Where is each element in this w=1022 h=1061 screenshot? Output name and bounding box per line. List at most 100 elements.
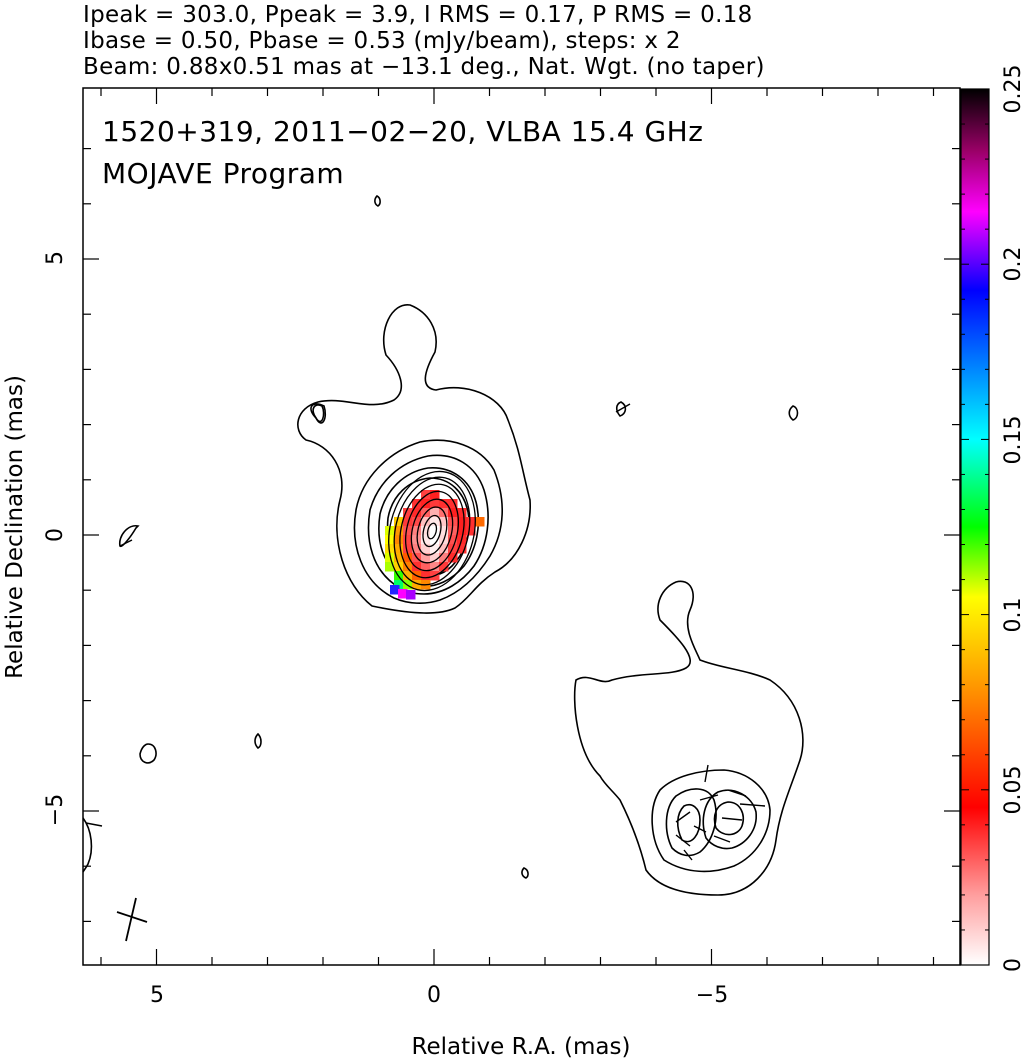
contour-line [139, 743, 157, 764]
polarization-pixel [403, 526, 413, 536]
evpa-vector [693, 825, 707, 833]
polarization-pixel [448, 535, 458, 545]
x-tick-label: −5 [696, 983, 728, 1008]
contour-line [374, 195, 381, 207]
evpa-vector [683, 849, 693, 861]
polarization-pixel [439, 562, 449, 572]
polarization-pixel [412, 580, 422, 590]
contour-line [521, 867, 529, 879]
polarization-pixel [457, 526, 467, 536]
y-tick-label: −5 [43, 794, 68, 826]
contour-line [788, 405, 799, 421]
core-contour-line [399, 483, 465, 579]
core-contour-line [426, 522, 438, 540]
polarization-pixel [403, 571, 413, 581]
polarization-pixel [430, 508, 440, 518]
y-axis-label: Relative Declination (mas) [2, 375, 28, 679]
polarization-pixel [403, 508, 413, 518]
contour-line [573, 580, 804, 896]
polarization-pixel [430, 499, 440, 509]
evpa-vector [713, 835, 731, 843]
polarization-pixel [430, 562, 440, 572]
polarization-pixel [385, 544, 395, 554]
polarization-pixel [403, 544, 413, 554]
evpa-vector [675, 811, 691, 823]
polarization-pixel [421, 553, 431, 563]
polarization-pixel [466, 517, 476, 527]
evpa-vector [704, 764, 709, 783]
polarization-pixel [403, 535, 413, 545]
polarization-pixel [385, 535, 395, 545]
x-tick-label: 0 [427, 983, 441, 1008]
jet-contour-line [651, 769, 771, 873]
polarization-pixel [448, 499, 458, 509]
polarization-pixel [430, 526, 440, 536]
colorbar-tick-label: 0.2 [1001, 247, 1022, 282]
y-tick-label: 5 [43, 251, 68, 265]
contour-layer [82, 195, 804, 896]
polarization-pixel [394, 526, 404, 536]
polarization-pixel [430, 517, 440, 527]
header-line-2: Ibase = 0.50, Pbase = 0.53 (mJy/beam), s… [83, 28, 681, 54]
polarization-pixel [475, 517, 485, 527]
contour-line [310, 403, 327, 424]
polarization-pixel [394, 535, 404, 545]
polarization-pixel [406, 590, 416, 600]
polarization-pixel [412, 544, 422, 554]
polarization-pixel [394, 562, 404, 572]
evpa-vector [721, 817, 743, 821]
core-contour-line [405, 490, 459, 572]
core-contour-line [388, 470, 476, 592]
evpa-vector [739, 803, 766, 807]
polarization-pixel [421, 490, 431, 500]
colorbar-tick-label: 0.1 [1001, 598, 1022, 633]
header-line-1: Ipeak = 303.0, Ppeak = 3.9, I RMS = 0.17… [83, 2, 753, 28]
jet-contour-line [665, 788, 717, 857]
core-contours [388, 470, 476, 592]
contour-line [254, 732, 262, 749]
header-line-3: Beam: 0.88x0.51 mas at −13.1 deg., Nat. … [83, 54, 765, 80]
colorbar-tick-label: 0.15 [1001, 416, 1022, 465]
colorbar-ticks [961, 88, 989, 966]
evpa-vector [699, 794, 719, 801]
program-annotation: MOJAVE Program [102, 157, 344, 190]
polarization-pixel [385, 562, 395, 572]
polarization-pixel [421, 517, 431, 527]
polarization-pixel [448, 526, 458, 536]
polarization-pixel [439, 499, 449, 509]
polarization-pixel [457, 508, 467, 518]
polarization-pixel [439, 526, 449, 536]
polarization-pixel [394, 553, 404, 563]
polarization-pixel [430, 553, 440, 563]
evpa-vector [85, 822, 103, 827]
polarization-pixel [439, 544, 449, 554]
polarization-pixel [412, 562, 422, 572]
y-tick-label: 0 [43, 528, 68, 542]
polarization-pixel [448, 508, 458, 518]
source-annotation: 1520+319, 2011−02−20, VLBA 15.4 GHz [102, 115, 703, 148]
colorbar-tick-label: 0 [1001, 958, 1022, 972]
polarization-pixel [430, 490, 440, 500]
polarization-pixel [439, 517, 449, 527]
polarization-pixel [394, 544, 404, 554]
jet-contour-line [713, 801, 744, 836]
evpa-vector [615, 403, 631, 413]
contour-line [353, 439, 503, 604]
polarization-pixel [385, 553, 395, 563]
polarization-pixel [430, 535, 440, 545]
polarization-pixel [466, 526, 476, 536]
polarization-pixel [403, 553, 413, 563]
x-axis-label: Relative R.A. (mas) [412, 1034, 631, 1060]
polarization-pixel [403, 562, 413, 572]
polarization-pixel [394, 580, 404, 590]
contour-line [367, 454, 489, 595]
polarization-pixel [421, 571, 431, 581]
polarization-pixel [421, 526, 431, 536]
core-contour-line [422, 514, 442, 548]
polarization-pixel [412, 526, 422, 536]
polarization-pixel [412, 508, 422, 518]
colorbar-tick-label: 0.25 [1001, 65, 1022, 114]
contour-line [312, 404, 325, 423]
evpa-vector [675, 834, 691, 847]
